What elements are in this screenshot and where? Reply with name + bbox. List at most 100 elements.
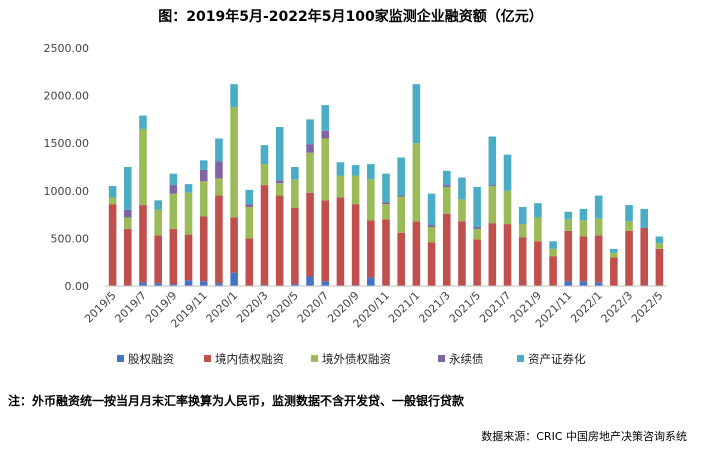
- bar-segment: [260, 185, 269, 286]
- bar-segment: [367, 164, 375, 180]
- bar-segment: [594, 235, 603, 283]
- bar-segment: [321, 130, 330, 139]
- bar-segment: [260, 145, 269, 165]
- bar-segment: [397, 157, 405, 196]
- bar-segment: [442, 213, 451, 286]
- x-tick-label: 2020/7: [295, 289, 332, 326]
- bar-segment: [199, 281, 208, 286]
- bar-segment: [488, 136, 497, 186]
- bar-segment: [579, 281, 588, 286]
- bar-segment: [291, 207, 299, 285]
- x-tick-label: 2021/1: [386, 289, 423, 326]
- bar-segment: [594, 282, 603, 286]
- bar-segment: [169, 228, 178, 285]
- bar-segment: [123, 209, 132, 218]
- bar-segment: [215, 138, 223, 162]
- x-tick-label: 2022/3: [599, 289, 636, 326]
- bar-segment: [488, 186, 497, 224]
- bar-segment: [640, 227, 649, 286]
- bar-segment: [230, 84, 238, 108]
- bar-segment: [534, 241, 542, 286]
- x-tick-label: 2020/5: [264, 289, 301, 326]
- bar-segment: [594, 218, 603, 236]
- bar-segment: [123, 217, 132, 229]
- bar-segment: [139, 205, 147, 283]
- y-tick-label: 2500.00: [44, 42, 90, 55]
- bar-segment: [123, 167, 132, 210]
- bar-segment: [291, 179, 299, 208]
- chart-source: 数据来源：CRIC 中国房地产决策咨询系统: [481, 430, 687, 443]
- bar-segment: [594, 195, 603, 219]
- bar-segment: [549, 256, 557, 286]
- legend-swatch: [117, 355, 124, 362]
- bar-segment: [625, 221, 633, 231]
- bar-segment: [336, 175, 345, 198]
- bar-segment: [412, 84, 421, 144]
- x-tick-label: 2022/5: [629, 289, 666, 326]
- bar-segment: [610, 252, 618, 258]
- bar-segment: [321, 200, 330, 282]
- bar-segment: [549, 241, 557, 249]
- y-tick-label: 0.00: [65, 280, 90, 293]
- bar-segment: [382, 173, 390, 203]
- bar-segment: [655, 248, 664, 286]
- bar-segment: [260, 164, 269, 186]
- bar-segment: [473, 228, 481, 240]
- bar-segment: [275, 183, 284, 196]
- x-tick-label: 2022/1: [568, 289, 605, 326]
- bar-segment: [458, 177, 466, 200]
- bar-segment: [184, 234, 193, 281]
- bar-segment: [184, 280, 193, 286]
- bar-segment: [199, 181, 208, 217]
- bar-segment: [518, 237, 527, 286]
- bar-segment: [397, 196, 405, 233]
- bar-segment: [655, 236, 664, 244]
- chart-note: 注：外币融资统一按当月月末汇率换算为人民币，监测数据不含开发贷、一般银行贷款: [8, 394, 465, 408]
- x-tick-label: 2020/3: [234, 289, 271, 326]
- bar-segment: [382, 219, 390, 286]
- bar-segment: [169, 193, 178, 229]
- bar-segment: [412, 143, 421, 222]
- bar-segment: [503, 224, 512, 286]
- bar-segment: [564, 281, 573, 286]
- bar-segment: [488, 223, 497, 286]
- bar-segment: [154, 200, 162, 210]
- bar-segment: [139, 115, 147, 129]
- bar-segment: [610, 257, 618, 286]
- legend-label: 资产证券化: [528, 352, 586, 366]
- bar-segment: [275, 195, 284, 286]
- bar-segment: [245, 189, 254, 205]
- bar-segment: [458, 199, 466, 222]
- x-tick-label: 2020/1: [204, 289, 241, 326]
- bar-segment: [488, 185, 497, 187]
- bar-segment: [154, 209, 162, 236]
- legend-swatch: [204, 355, 211, 362]
- bar-segment: [473, 239, 481, 286]
- bar-segment: [275, 180, 284, 184]
- bar-segment: [625, 205, 633, 222]
- bar-segment: [564, 230, 573, 282]
- bar-segment: [579, 236, 588, 282]
- y-tick-label: 2000.00: [44, 90, 90, 103]
- bar-segment: [215, 195, 223, 284]
- bar-segment: [351, 165, 360, 176]
- legend-label: 境外债权融资: [322, 352, 391, 366]
- y-tick-label: 1500.00: [44, 137, 90, 150]
- legend-label: 境内债权融资: [215, 352, 284, 366]
- bar-segment: [367, 220, 375, 278]
- legend-swatch: [438, 355, 445, 362]
- bar-segment: [306, 152, 314, 193]
- bar-segment: [442, 186, 451, 214]
- bar-segment: [336, 162, 345, 176]
- legend-label: 股权融资: [128, 352, 174, 366]
- bar-segment: [154, 283, 162, 286]
- x-tick-label: 2019/7: [113, 289, 150, 326]
- legend-label: 永续债: [449, 352, 484, 366]
- bar-segment: [306, 276, 314, 286]
- bar-segment: [139, 282, 147, 286]
- bar-segment: [458, 221, 466, 286]
- bar-segment: [534, 203, 542, 218]
- bar-segment: [518, 224, 527, 238]
- bar-segment: [215, 283, 223, 286]
- bar-segment: [427, 226, 436, 243]
